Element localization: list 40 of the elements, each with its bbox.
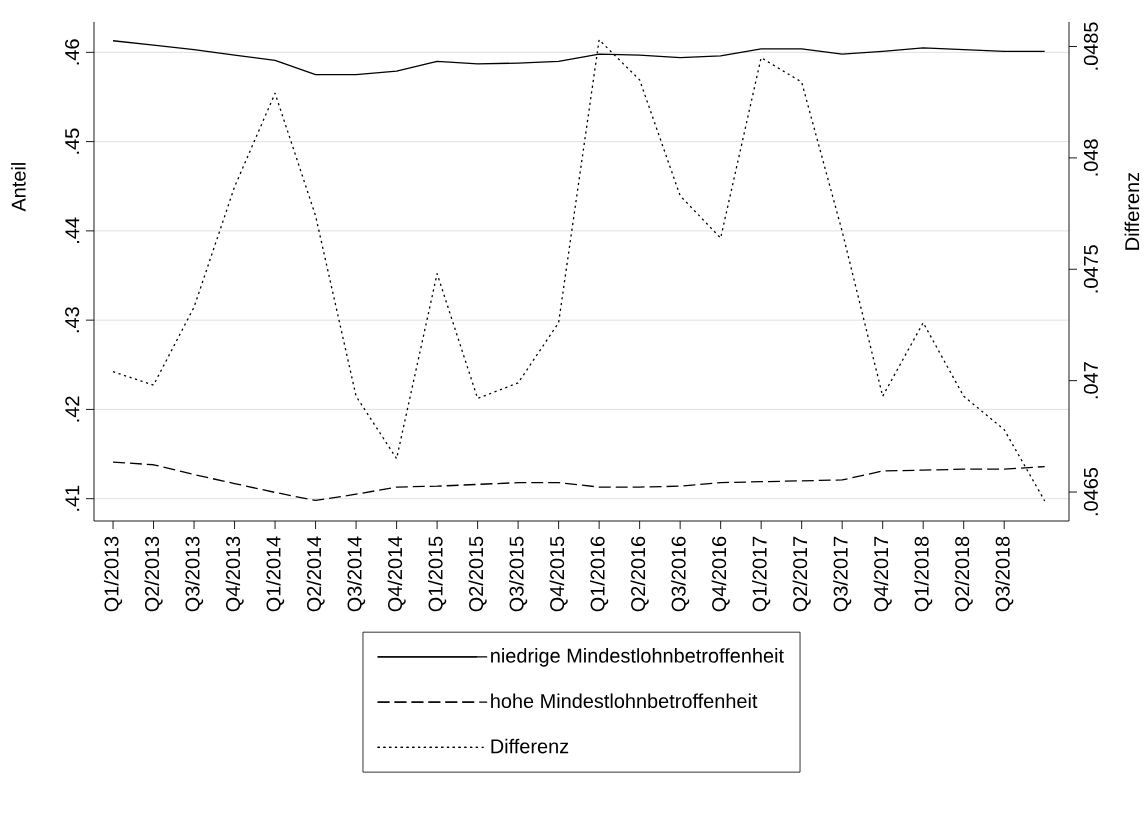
legend-label: niedrige Mindestlohnbetroffenheit: [491, 648, 784, 667]
x-tick-label: Q2/2014: [306, 536, 325, 612]
x-tick-label: Q2/2018: [954, 536, 973, 612]
y-tick-label: .41: [65, 485, 80, 511]
x-tick-label: Q2/2016: [630, 536, 649, 612]
legend-label: hohe Mindestlohnbetroffenheit: [491, 693, 758, 709]
x-tick-label: Q4/2015: [549, 536, 568, 612]
y2-axis-title: Differenz: [1124, 172, 1140, 250]
x-tick-label: Q4/2017: [873, 536, 892, 612]
y-axis-title: Anteil: [11, 163, 26, 212]
x-tick-label: Q1/2016: [590, 536, 609, 612]
x-tick-label: Q1/2014: [265, 536, 285, 612]
x-tick-label: Q3/2018: [995, 536, 1014, 612]
x-tick-label: Q1/2015: [428, 536, 447, 612]
y2-tick-label: .0485: [1083, 22, 1098, 70]
y2-tick-label: .0465: [1083, 467, 1098, 516]
x-tick-label: Q2/2013: [144, 536, 163, 612]
x-tick-label: Q3/2015: [509, 536, 528, 612]
x-tick-label: Q2/2015: [468, 536, 487, 612]
y2-tick-label: .048: [1083, 139, 1098, 176]
y-tick-label: .42: [65, 396, 80, 422]
x-tick-label: Q2/2017: [792, 536, 811, 612]
y-tick-label: .46: [65, 39, 80, 65]
x-tick-label: Q1/2018: [914, 536, 933, 612]
legend-label: Differenz: [491, 738, 569, 754]
y2-tick-label: .047: [1083, 362, 1098, 399]
x-tick-label: Q4/2013: [225, 536, 244, 612]
x-tick-label: Q3/2016: [671, 536, 690, 612]
y-tick-label: .45: [65, 128, 80, 154]
x-tick-label: Q1/2013: [103, 536, 123, 612]
x-tick-label: Q3/2014: [346, 536, 366, 612]
y-tick-label: .44: [65, 217, 80, 243]
x-tick-label: Q3/2013: [184, 536, 204, 612]
x-tick-label: Q3/2017: [833, 536, 852, 612]
line-series: [112, 39, 1046, 502]
y2-tick-label: .0475: [1083, 245, 1098, 293]
x-tick-label: Q4/2014: [387, 536, 406, 612]
y-tick-label: .43: [65, 307, 80, 333]
x-tick-label: Q4/2016: [711, 536, 730, 612]
x-tick-label: Q1/2017: [752, 536, 771, 612]
